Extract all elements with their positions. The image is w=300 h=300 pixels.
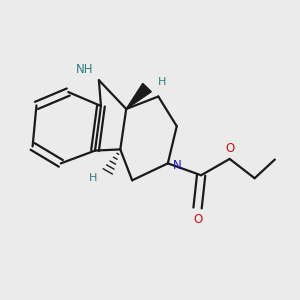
Text: H: H bbox=[158, 77, 166, 87]
Text: O: O bbox=[225, 142, 234, 155]
Polygon shape bbox=[126, 83, 151, 109]
Text: O: O bbox=[193, 213, 202, 226]
Text: NH: NH bbox=[76, 63, 93, 76]
Text: N: N bbox=[173, 159, 182, 172]
Text: H: H bbox=[89, 173, 98, 183]
